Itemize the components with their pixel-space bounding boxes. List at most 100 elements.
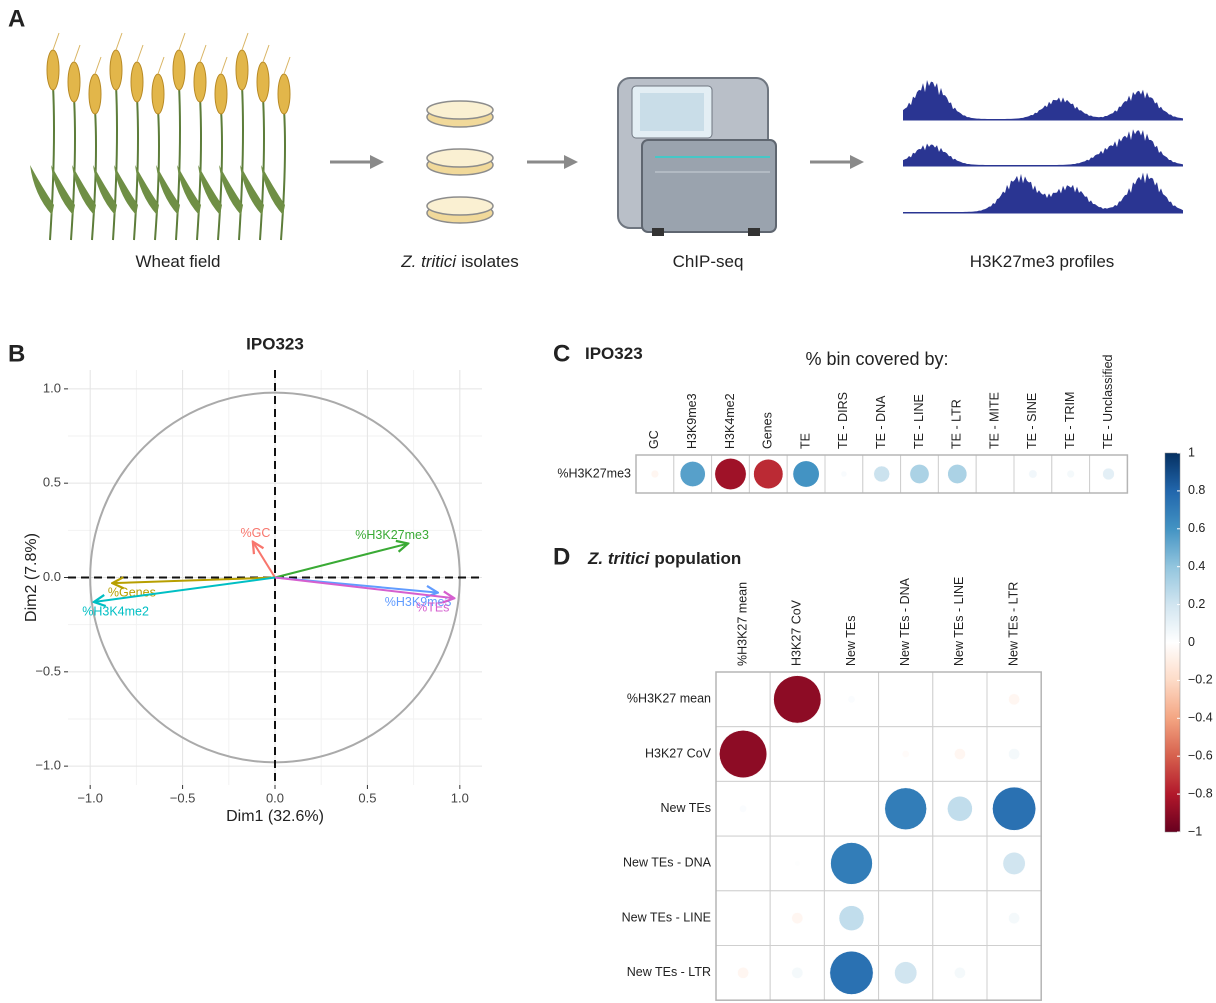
workflow-illustration [30,33,1183,240]
wheat-leaf [30,165,54,215]
panel-label: B [8,340,25,367]
x-tick-label: 0.0 [266,790,284,805]
cell [879,836,933,891]
wheat-ear [215,74,227,114]
wheat-awn [284,57,290,74]
wheat-awn [158,57,164,74]
correlation-circle [848,696,855,703]
y-tick-label: 1.0 [43,380,61,395]
correlation-circle [948,464,967,483]
wheat-awn [53,33,59,50]
wheat-awn [74,45,80,62]
figure: A B C D Wheat fieldZ. triticiisolatesChI… [0,0,1216,1003]
wheat-ear [173,50,185,90]
petri-lid [427,149,493,167]
wheat-stem [113,85,117,240]
row-label: %H3K27me3 [557,466,631,480]
correlation-circle [792,913,803,924]
petri-lid [427,197,493,215]
correlation-circle [895,962,917,984]
correlation-circle [795,861,800,866]
cell [824,727,878,782]
column-label: TE - LINE [912,394,926,449]
x-axis-label: Dim1 (32.6%) [226,808,324,825]
wheat-ear [110,50,122,90]
correlation-circle [910,464,929,483]
row-label: New TEs - DNA [623,856,712,870]
wheat-awn [263,45,269,62]
column-label: New TEs - LTR [1006,582,1020,666]
cell [987,946,1041,1001]
column-label: Genes [761,412,775,449]
wheat-leaf [261,165,285,215]
correlation-circle [1103,468,1115,480]
cell [716,672,770,727]
panel-label: A [8,5,25,32]
wheat-stem [239,85,243,240]
x-tick-label: −1.0 [77,790,103,805]
colorbar-tick-label: 0.2 [1188,597,1205,611]
column-label: GC [647,430,661,449]
column-label: TE - DNA [874,395,888,449]
correlation-circle [954,967,965,978]
column-label: %H3K27 mean [735,582,749,666]
colorbar-tick-label: −0.2 [1188,673,1213,687]
y-tick-label: 0.0 [43,569,61,584]
wheat-ear [236,50,248,90]
correlation-circle [793,461,819,487]
column-label: TE - Unclassified [1101,354,1115,449]
wheat-leaf [72,165,96,215]
step-label-text: isolates [461,252,519,271]
chart-title-text: IPO323 [585,344,643,363]
chart-title: IPO323 [585,344,643,363]
column-label: TE [798,433,812,449]
correlation-circle [947,796,972,821]
wheat-awn [179,33,185,50]
cell [770,727,824,782]
column-label: TE - DIRS [836,392,850,449]
correlation-circle [902,751,909,758]
wheat-ear [89,74,101,114]
y-tick-label: −0.5 [35,663,61,678]
y-tick-label: 0.5 [43,475,61,490]
correlation-circle [874,466,890,482]
correlation-circle [1009,694,1020,705]
colorbar-tick-label: 0.6 [1188,521,1205,535]
panel-label: C [553,340,570,367]
wheat-ear [47,50,59,90]
cell [824,781,878,836]
row-label: %H3K27 mean [627,692,711,706]
correlation-circle [830,951,873,994]
step-label-text: Wheat field [135,252,220,271]
x-tick-label: −0.5 [170,790,196,805]
correlation-circle [1029,470,1037,478]
wheat-awn [221,57,227,74]
correlation-circle [754,459,783,488]
row-label: New TEs [661,801,711,815]
wheat-leaf [51,165,75,215]
flow-arrow-head [850,155,864,169]
x-tick-label: 0.5 [358,790,376,805]
loading-arrow [253,542,275,578]
cell [879,672,933,727]
column-label: New TEs - LINE [952,577,966,666]
cell [933,836,987,891]
cell [716,836,770,891]
wheat-awn [116,33,122,50]
arrow-label: %H3K27me3 [355,528,429,542]
column-label: TE - MITE [987,392,1001,449]
wheat-leaf [93,165,117,215]
wheat-ear [152,74,164,114]
profile-track [903,129,1183,166]
profile-track [903,172,1183,213]
column-label: H3K27 CoV [790,599,804,666]
wheat-stem [50,85,54,240]
colorbar-tick-label: −0.6 [1188,748,1213,762]
wheat-leaf [156,165,180,215]
wheat-ear [131,62,143,102]
correlation-circle [885,788,927,830]
column-label: New TEs [844,616,858,666]
step-label-text: ChIP-seq [673,252,744,271]
row-label: New TEs - LTR [627,965,711,979]
